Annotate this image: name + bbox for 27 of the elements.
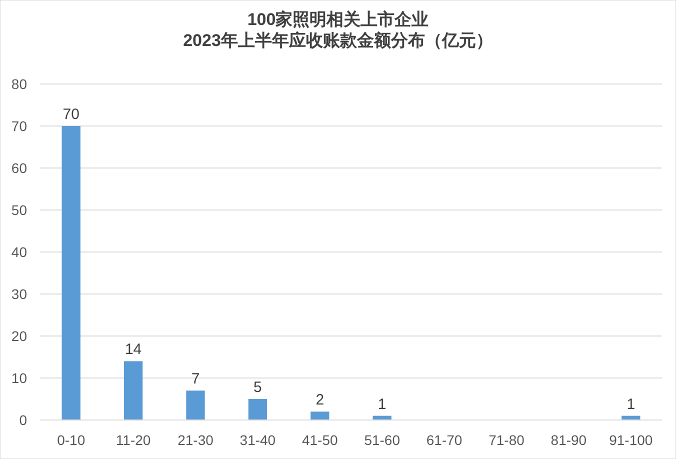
xtick: 71-80 — [488, 432, 524, 448]
xtick: 21-30 — [178, 432, 214, 448]
xtick: 0-10 — [57, 432, 86, 448]
ytick: 0 — [19, 412, 27, 428]
xtick: 91-100 — [609, 432, 653, 448]
ytick: 50 — [11, 202, 27, 218]
data-label: 1 — [626, 396, 636, 413]
data-label: 70 — [62, 106, 80, 123]
data-label: 1 — [378, 396, 386, 413]
xtick: 31-40 — [240, 432, 276, 448]
ytick: 80 — [11, 76, 27, 92]
data-label: 7 — [191, 370, 200, 388]
ytick: 70 — [11, 118, 27, 134]
xtick: 81-90 — [550, 432, 587, 448]
xtick: 51-60 — [364, 432, 400, 448]
ytick: 40 — [11, 244, 27, 260]
data-label: 2 — [316, 392, 324, 409]
data-label: 14 — [124, 341, 142, 358]
title: 100家照明相关上市企业 2023年上半年应收账款金额分布（亿元） — [183, 10, 493, 50]
ytick: 30 — [11, 286, 27, 302]
data-label: 5 — [254, 379, 262, 396]
ytick: 60 — [11, 160, 27, 176]
ytick: 20 — [11, 328, 27, 344]
xtick: 61-70 — [426, 432, 462, 448]
xtick: 11-20 — [116, 432, 151, 448]
ytick: 10 — [11, 370, 27, 386]
xtick: 41-50 — [302, 432, 338, 448]
